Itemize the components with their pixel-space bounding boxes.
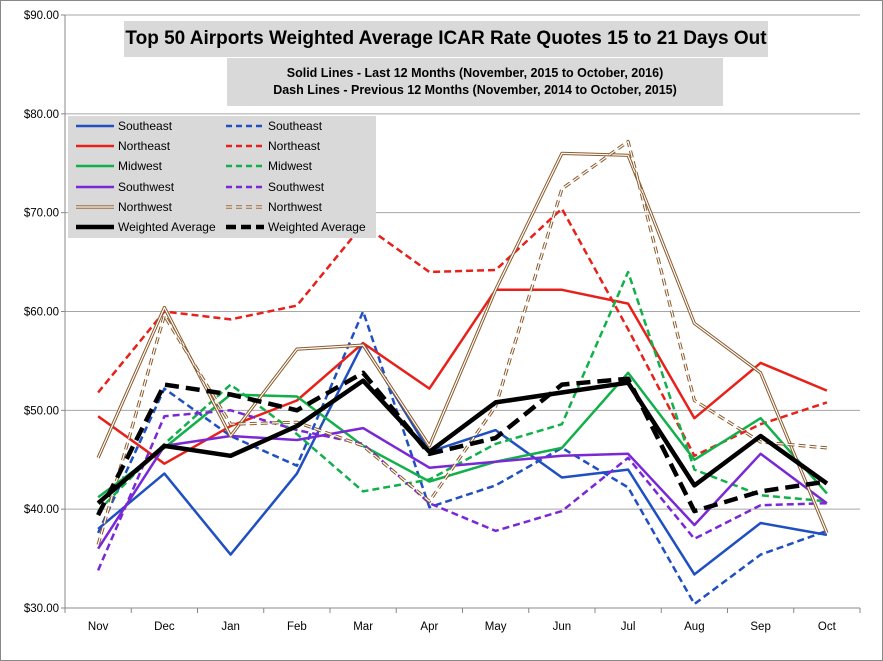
legend-item: Midwest xyxy=(76,156,162,176)
legend-swatch xyxy=(76,124,114,128)
legend-label: Southeast xyxy=(118,119,173,133)
y-tick-label: $40.00 xyxy=(24,504,59,516)
legend-item: Northwest xyxy=(226,197,322,217)
legend-label: Northwest xyxy=(268,199,323,214)
legend-swatch xyxy=(226,124,264,128)
x-tick-label: Oct xyxy=(818,621,837,633)
legend-swatch xyxy=(76,185,114,188)
legend-label: Weighted Average xyxy=(268,220,366,234)
legend-item: Southeast xyxy=(226,116,322,136)
legend-label: Midwest xyxy=(118,159,163,174)
legend-item: Southwest xyxy=(226,177,324,197)
legend-label: Weighted Average xyxy=(118,220,216,234)
subtitle-line-2: Dash Lines - Previous 12 Months (Novembe… xyxy=(273,83,677,97)
legend-swatch xyxy=(76,165,114,168)
series-line-northeast-solid xyxy=(97,288,828,465)
legend-item: Southwest xyxy=(76,177,174,197)
legend-label: Northeast xyxy=(268,139,321,154)
x-tick-label: Jan xyxy=(221,621,240,633)
legend-label: Northwest xyxy=(118,199,173,214)
legend-item: Northwest xyxy=(76,197,172,217)
series-line-southeast-solid xyxy=(97,341,828,576)
legend-swatch xyxy=(76,205,114,209)
chart-subtitle: Solid Lines - Last 12 Months (November, … xyxy=(227,58,723,106)
legend-item: Midwest xyxy=(226,156,312,176)
legend-item: Southeast xyxy=(76,116,172,136)
legend-item: Northeast xyxy=(226,136,320,156)
gridlines xyxy=(61,14,861,613)
series-line-southwest-solid xyxy=(97,426,828,550)
y-tick-label: $70.00 xyxy=(24,208,59,220)
legend-label: Southwest xyxy=(118,179,175,194)
x-tick-label: Nov xyxy=(88,621,109,633)
series-line-weighted-average-solid xyxy=(96,378,829,505)
legend-swatch xyxy=(226,165,264,168)
series-lines xyxy=(96,139,829,606)
y-axis-ticks: $30.00 $40.00 $50.00 $60.00 $70.00 $80.00 $90.… xyxy=(24,10,59,615)
x-tick-label: Aug xyxy=(684,621,704,633)
x-tick-label: Apr xyxy=(420,621,438,633)
y-tick-label: $80.00 xyxy=(24,109,59,121)
series-line-inner-northwest-solid xyxy=(97,152,828,534)
x-tick-label: May xyxy=(485,621,507,633)
legend-item: Weighted Average xyxy=(226,217,366,237)
chart-title-text: Top 50 Airports Weighted Average ICAR Ra… xyxy=(125,28,767,49)
legend-label: Midwest xyxy=(268,159,313,174)
legend-label: Southwest xyxy=(268,179,325,194)
subtitle-line-1: Solid Lines - Last 12 Months (November, … xyxy=(286,66,664,80)
x-tick-label: Mar xyxy=(353,621,373,633)
legend-swatch xyxy=(226,185,264,188)
series-line-inner-northwest-dashed xyxy=(97,140,827,545)
legend-label: Southeast xyxy=(268,119,323,133)
x-tick-label: Jul xyxy=(621,621,636,633)
x-tick-label: Jun xyxy=(553,621,572,633)
x-tick-label: Dec xyxy=(154,621,175,633)
chart-title: Top 50 Airports Weighted Average ICAR Ra… xyxy=(124,21,768,57)
series-line-northeast-dashed xyxy=(97,207,828,458)
x-axis-ticks: Nov Dec Jan Feb Mar Apr May Jun Jul Aug Sep Oct xyxy=(88,621,837,633)
legend: Southeast Northeast Midwest Southwest Northw… xyxy=(68,116,376,238)
legend-label: Northeast xyxy=(118,139,171,154)
x-tick-label: Sep xyxy=(750,621,770,633)
y-tick-label: $30.00 xyxy=(24,603,59,615)
x-tick-label: Feb xyxy=(287,621,307,633)
legend-item: Northeast xyxy=(76,136,170,156)
legend-swatch xyxy=(226,224,264,230)
y-tick-label: $50.00 xyxy=(24,405,59,417)
y-tick-label: $90.00 xyxy=(24,10,59,22)
legend-swatch xyxy=(76,144,114,148)
series-line-weighted-average-dashed xyxy=(96,370,828,517)
y-tick-label: $60.00 xyxy=(24,307,59,319)
legend-swatch xyxy=(226,144,264,148)
legend-swatch xyxy=(226,205,264,209)
legend-swatch xyxy=(76,224,114,230)
series-line-southeast-dashed xyxy=(96,310,828,606)
legend-item: Weighted Average xyxy=(76,217,216,237)
